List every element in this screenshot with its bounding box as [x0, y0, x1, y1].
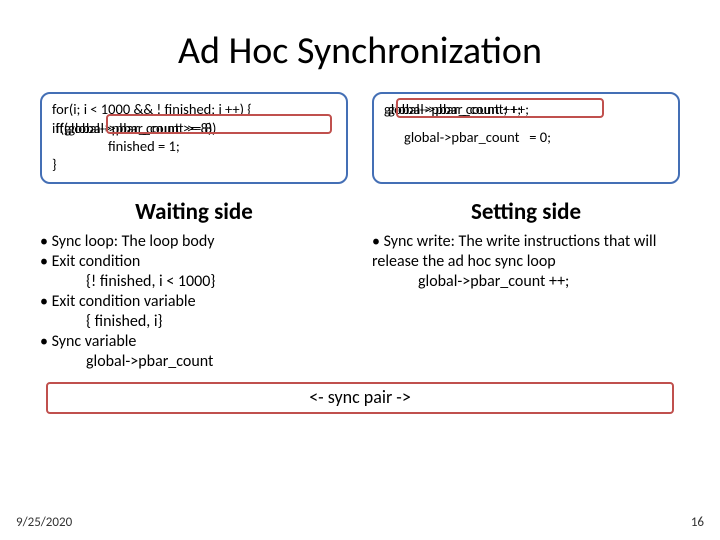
highlight-box	[396, 98, 604, 118]
bullet-item: Sync variable	[40, 332, 348, 352]
setting-heading: Setting side	[372, 198, 680, 226]
sub-item: global->pbar_count	[40, 352, 348, 372]
waiting-heading: Waiting side	[40, 198, 348, 226]
slide: Ad Hoc Synchronization for(i; i < 1000 &…	[0, 0, 720, 540]
waiting-body: Sync loop: The loop body Exit condition …	[40, 232, 348, 372]
sub-item: {! finished, i < 1000}	[40, 272, 348, 292]
bullet-item: Exit condition variable	[40, 292, 348, 312]
code-line: }	[52, 155, 336, 174]
sub-item: { finished, i}	[40, 312, 348, 332]
spacer	[384, 118, 668, 128]
setting-body: Sync write: The write instructions that …	[372, 232, 680, 372]
code-line: global->pbar_count = 0;	[384, 128, 668, 147]
waiting-code-box: for(i; i < 1000 && ! finished; i ++) { i…	[40, 92, 348, 184]
bullet-item: Exit condition	[40, 252, 348, 272]
footer-date: 9/25/2020	[16, 515, 72, 530]
highlight-box	[106, 114, 332, 134]
code-line: finished = 1;	[52, 137, 336, 156]
body-row: Sync loop: The loop body Exit condition …	[40, 232, 680, 372]
setting-code-box: global->pbar_count ++; global->pbar_coun…	[372, 92, 680, 184]
sync-pair-box: <- sync pair ->	[46, 382, 674, 414]
slide-title: Ad Hoc Synchronization	[40, 28, 680, 74]
heading-row: Waiting side Setting side	[40, 184, 680, 232]
bullet-item: Sync loop: The loop body	[40, 232, 348, 252]
sub-item: global->pbar_count ++;	[372, 272, 680, 292]
code-row: for(i; i < 1000 && ! finished; i ++) { i…	[40, 92, 680, 184]
footer-page: 16	[691, 515, 704, 530]
bullet-item: Sync write: The write instructions that …	[372, 232, 680, 272]
footer: 9/25/2020 16	[16, 515, 704, 530]
